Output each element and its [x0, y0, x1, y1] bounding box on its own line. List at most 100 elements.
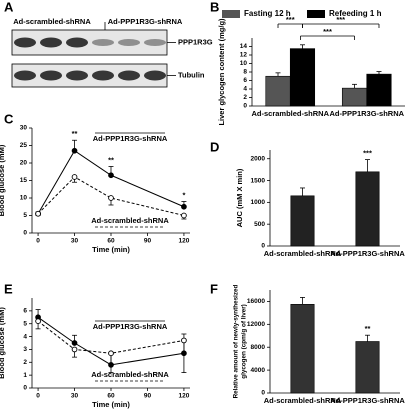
significance: **	[108, 155, 114, 164]
significance: **	[72, 129, 78, 138]
y-axis-label: Relative amount of newly-synthesized	[233, 284, 240, 398]
panel-label: D	[210, 139, 219, 154]
series-label: Ad-PPP1R3G-shRNA	[93, 322, 168, 331]
legend-label: Refeeding 1 h	[329, 9, 382, 18]
x-tick-label: 90	[144, 238, 152, 245]
legend-swatch	[307, 10, 325, 18]
blot-band	[144, 39, 166, 46]
y-tick-label: 12	[240, 52, 248, 59]
y-tick-label: 10	[20, 195, 28, 202]
point	[108, 195, 114, 201]
point	[35, 210, 41, 217]
x-tick-label: 0	[36, 238, 40, 245]
y-tick-label: 8	[243, 69, 247, 76]
bracket-label: ***	[286, 15, 295, 24]
panel-label: E	[4, 281, 13, 296]
y-tick-label: 0	[23, 385, 27, 392]
x-tick-label: 30	[71, 238, 79, 245]
x-tick-label: Ad-scrambled-shRNA	[251, 109, 329, 118]
blot-band	[92, 70, 114, 81]
y-tick-label: 20	[20, 160, 28, 167]
series-line	[37, 150, 185, 215]
point	[71, 147, 78, 154]
blot-band	[144, 70, 166, 81]
blot-band	[118, 39, 140, 46]
y-tick-label: 4	[243, 86, 247, 93]
point	[181, 212, 187, 219]
series-label: Ad-scrambled-shRNA	[91, 370, 169, 379]
x-tick-label: Ad-PPP1R3G-shRNA	[329, 109, 404, 118]
x-tick-label: 60	[107, 238, 115, 245]
y-tick-label: 15	[20, 177, 28, 184]
series-line	[37, 316, 185, 366]
series-label: Ad-PPP1R3G-shRNA	[93, 134, 168, 143]
legend-swatch	[222, 10, 240, 18]
bar	[366, 73, 392, 107]
blot-band	[14, 37, 36, 48]
legend-label: Fasting 12 h	[244, 9, 291, 18]
band-label: Tubulin	[178, 70, 205, 79]
x-tick-label: Ad-PPP1R3G-shRNA	[330, 249, 405, 258]
x-axis-label: Time (min)	[92, 400, 130, 409]
y-tick-label: 10	[240, 60, 248, 67]
y-tick-label: 2	[243, 94, 247, 101]
point	[71, 346, 78, 353]
group-label: Ad-scrambled-shRNA	[13, 17, 91, 26]
bracket-label: ***	[336, 15, 345, 24]
bar	[355, 341, 380, 394]
x-tick-label: Ad-PPP1R3G-shRNA	[330, 396, 405, 405]
panel-label: A	[4, 0, 14, 14]
y-tick-label: 1000	[251, 199, 266, 206]
x-tick-label: 60	[107, 393, 115, 400]
y-tick-label: 0	[243, 103, 247, 110]
y-axis-label: glycogen (cpm/g of liver)	[241, 304, 248, 379]
point	[71, 174, 78, 180]
y-tick-label: 14	[240, 43, 248, 50]
series-label: Ad-scrambled-shRNA	[91, 216, 169, 225]
panel-label: B	[210, 0, 219, 14]
point	[35, 318, 41, 324]
group-label: Ad-PPP1R3G-shRNA	[108, 17, 183, 26]
y-tick-label: 5	[23, 212, 27, 219]
y-tick-label: 4	[23, 333, 27, 340]
point	[108, 350, 114, 357]
y-tick-label: 0	[261, 390, 265, 397]
y-tick-label: 500	[254, 221, 265, 228]
y-tick-label: 1500	[251, 177, 266, 184]
y-tick-label: 16000	[247, 298, 265, 305]
x-tick-label: 30	[71, 393, 79, 400]
band-label: PPP1R3G	[178, 37, 213, 46]
y-axis-label: Blood glucose (mM)	[0, 307, 6, 379]
y-tick-label: 25	[20, 142, 28, 149]
point	[181, 337, 187, 344]
bar	[355, 171, 380, 247]
y-axis-label: Liver glycogen content (mg/g)	[217, 18, 226, 126]
panel-label: C	[4, 111, 14, 126]
y-tick-label: 2000	[251, 155, 266, 162]
blot-band	[14, 70, 36, 81]
bar	[341, 87, 368, 107]
y-tick-label: 0	[261, 243, 265, 250]
bar	[265, 75, 291, 107]
x-tick-label: 0	[36, 393, 40, 400]
y-tick-label: 2	[23, 359, 27, 366]
y-tick-label: 30	[20, 125, 28, 132]
x-tick-label: Ad-scrambled-shRNA	[264, 396, 342, 405]
y-tick-label: 8000	[251, 344, 266, 351]
blot-band	[118, 70, 140, 81]
y-tick-label: 6	[23, 308, 27, 315]
y-axis-label: AUC (mM X min)	[235, 168, 244, 227]
y-tick-label: 3	[23, 346, 27, 353]
significance: *	[182, 190, 185, 199]
series-line	[37, 176, 185, 216]
x-axis-label: Time (min)	[92, 245, 130, 254]
x-tick-label: 120	[178, 238, 189, 245]
y-tick-label: 0	[23, 230, 27, 237]
point	[181, 203, 187, 210]
blot-band	[92, 39, 114, 46]
x-tick-label: 120	[178, 393, 189, 400]
point	[71, 340, 78, 346]
bar	[290, 195, 315, 247]
y-tick-label: 4000	[251, 367, 266, 374]
blot-band	[40, 70, 62, 81]
